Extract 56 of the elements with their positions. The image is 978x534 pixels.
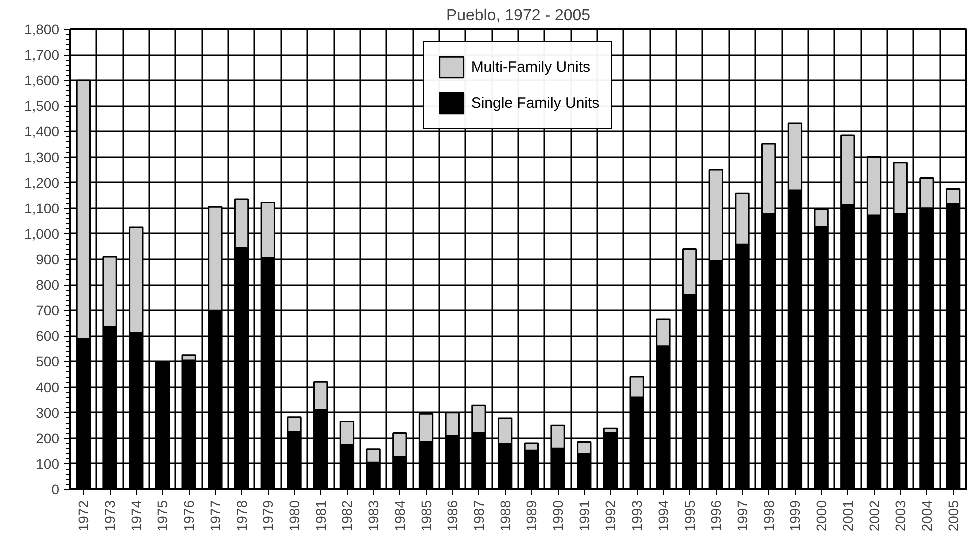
x-tick-label: 1980	[286, 500, 302, 532]
x-tick-label: 2004	[918, 500, 935, 532]
y-tick-label: 100	[36, 456, 60, 472]
x-tick-label: 2002	[866, 500, 882, 532]
x-tick-label: 1981	[312, 500, 329, 532]
x-tick-label: 2000	[814, 500, 830, 532]
x-tick-label: 1984	[392, 500, 408, 532]
y-tick-label: 1,200	[24, 174, 60, 191]
x-tick-label: 1983	[366, 500, 382, 532]
legend-label: Single Family Units	[471, 94, 600, 112]
legend-label: Multi-Family Units	[471, 58, 590, 76]
y-tick-label: 1,500	[24, 98, 60, 114]
y-tick-label: 400	[36, 379, 60, 396]
y-tick-label: 1,400	[24, 124, 60, 140]
x-tick-label: 1974	[128, 500, 144, 532]
y-tick-label: 300	[36, 404, 60, 421]
y-tick-label: 1,600	[24, 72, 60, 89]
x-tick-label: 1975	[154, 500, 171, 532]
x-tick-label: 1982	[339, 500, 356, 532]
x-tick-label: 1996	[708, 500, 724, 532]
y-tick-label: 1,100	[24, 200, 60, 216]
x-tick-label: 1998	[760, 500, 777, 532]
x-tick-label: 2001	[840, 500, 856, 532]
y-tick-label: 1,300	[24, 149, 60, 166]
x-tick-label: 2003	[892, 500, 909, 532]
x-tick-label: 1986	[444, 500, 461, 532]
x-tick-label: 1990	[550, 500, 566, 532]
y-tick-label: 1,000	[24, 226, 60, 242]
x-tick-label: 1976	[181, 500, 198, 532]
y-tick-label: 1,800	[24, 22, 60, 38]
x-tick-label: 1997	[734, 500, 750, 532]
x-tick-label: 1999	[787, 500, 804, 532]
x-tick-label: 2005	[945, 500, 962, 532]
x-tick-label: 1994	[655, 500, 672, 532]
x-tick-label: 1995	[682, 500, 698, 532]
x-tick-label: 1979	[260, 500, 276, 532]
x-tick-label: 1987	[470, 500, 487, 532]
x-tick-label: 1973	[102, 500, 118, 532]
x-tick-label: 1991	[576, 500, 592, 532]
x-tick-label: 1989	[524, 500, 540, 532]
x-tick-label: 1985	[418, 500, 434, 532]
y-tick-label: 1,700	[24, 47, 60, 64]
x-tick-label: 1977	[207, 500, 224, 532]
y-tick-label: 0	[52, 482, 60, 498]
x-tick-label: 1988	[497, 500, 514, 532]
x-tick-label: 1992	[602, 500, 619, 532]
y-tick-label: 500	[36, 354, 60, 370]
x-tick-label: 1978	[234, 500, 250, 532]
y-tick-label: 600	[36, 328, 60, 344]
y-tick-label: 200	[36, 430, 60, 446]
y-tick-label: 700	[36, 302, 60, 319]
chart-title: Pueblo, 1972 - 2005	[446, 8, 591, 24]
y-tick-label: 800	[36, 277, 60, 294]
y-tick-label: 900	[36, 252, 60, 268]
x-tick-label: 1993	[629, 500, 646, 532]
x-tick-label: 1972	[76, 500, 92, 532]
